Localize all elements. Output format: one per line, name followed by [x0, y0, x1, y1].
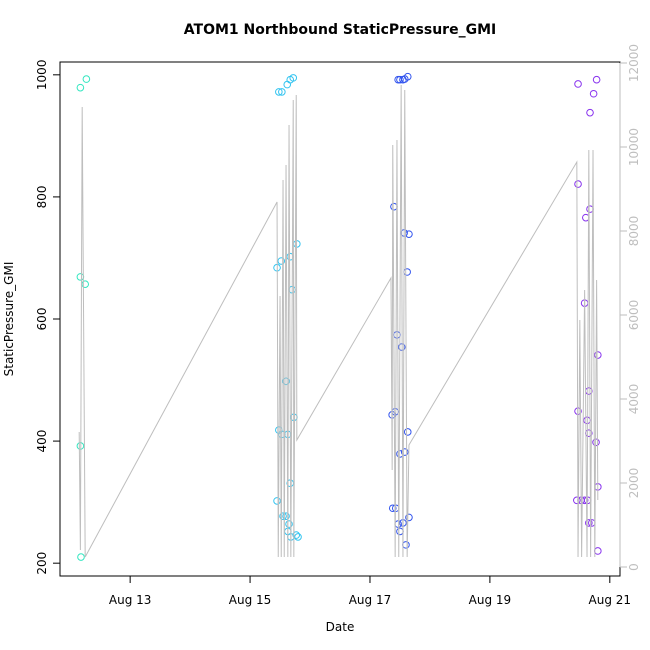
point: [77, 553, 85, 561]
point: [583, 416, 591, 425]
y2-tick-label: 2000: [627, 468, 641, 499]
point: [76, 83, 85, 92]
x-tick-label: Aug 15: [229, 593, 272, 607]
y2-tick-label: 0: [627, 563, 641, 571]
point: [275, 88, 283, 96]
y2-tick-label: 12000: [627, 44, 641, 82]
point: [594, 547, 602, 555]
point: [388, 504, 397, 513]
y-axis-label: StaticPressure_GMI: [2, 262, 16, 377]
point: [403, 268, 411, 276]
point: [592, 75, 601, 84]
point: [278, 88, 286, 96]
point: [292, 531, 301, 539]
y-tick-label: 800: [35, 185, 49, 208]
y-tick-label: 400: [35, 430, 49, 453]
y2-tick-label: 6000: [627, 300, 641, 331]
x-tick-label: Aug 13: [109, 593, 152, 607]
y2-tick-label: 8000: [627, 216, 641, 247]
point: [285, 520, 293, 528]
point: [403, 428, 412, 436]
point: [586, 108, 594, 117]
point: [393, 331, 401, 339]
point: [396, 527, 404, 536]
x-tick-label: Aug 19: [469, 593, 512, 607]
point: [282, 512, 290, 520]
point: [400, 448, 409, 456]
line: [78, 85, 599, 558]
point: [82, 75, 91, 83]
point: [76, 273, 85, 281]
chart-title: ATOM1 Northbound StaticPressure_GMI: [184, 22, 496, 38]
point: [574, 180, 582, 188]
point: [283, 80, 292, 89]
y-tick-label: 200: [35, 552, 49, 575]
point: [405, 513, 413, 522]
point: [573, 496, 581, 505]
point: [282, 377, 290, 386]
x-axis-label: Date: [326, 620, 355, 634]
plot-box: [59, 61, 621, 577]
x-tick-label: Aug 21: [589, 593, 632, 607]
point: [585, 519, 593, 527]
point: [289, 74, 298, 82]
point: [589, 89, 598, 98]
point: [403, 72, 412, 81]
point: [574, 80, 582, 88]
point: [402, 541, 410, 549]
y-tick-label: 1000: [35, 60, 49, 91]
y-tick-label: 600: [35, 308, 49, 331]
point: [279, 512, 287, 520]
y2-tick-label: 10000: [627, 128, 641, 166]
x-tick-label: Aug 17: [349, 593, 392, 607]
point: [405, 230, 413, 238]
point: [396, 75, 404, 84]
y2-tick-label: 4000: [627, 384, 641, 415]
point: [294, 533, 302, 541]
point: [594, 351, 602, 359]
point: [273, 497, 281, 505]
point: [277, 257, 286, 265]
